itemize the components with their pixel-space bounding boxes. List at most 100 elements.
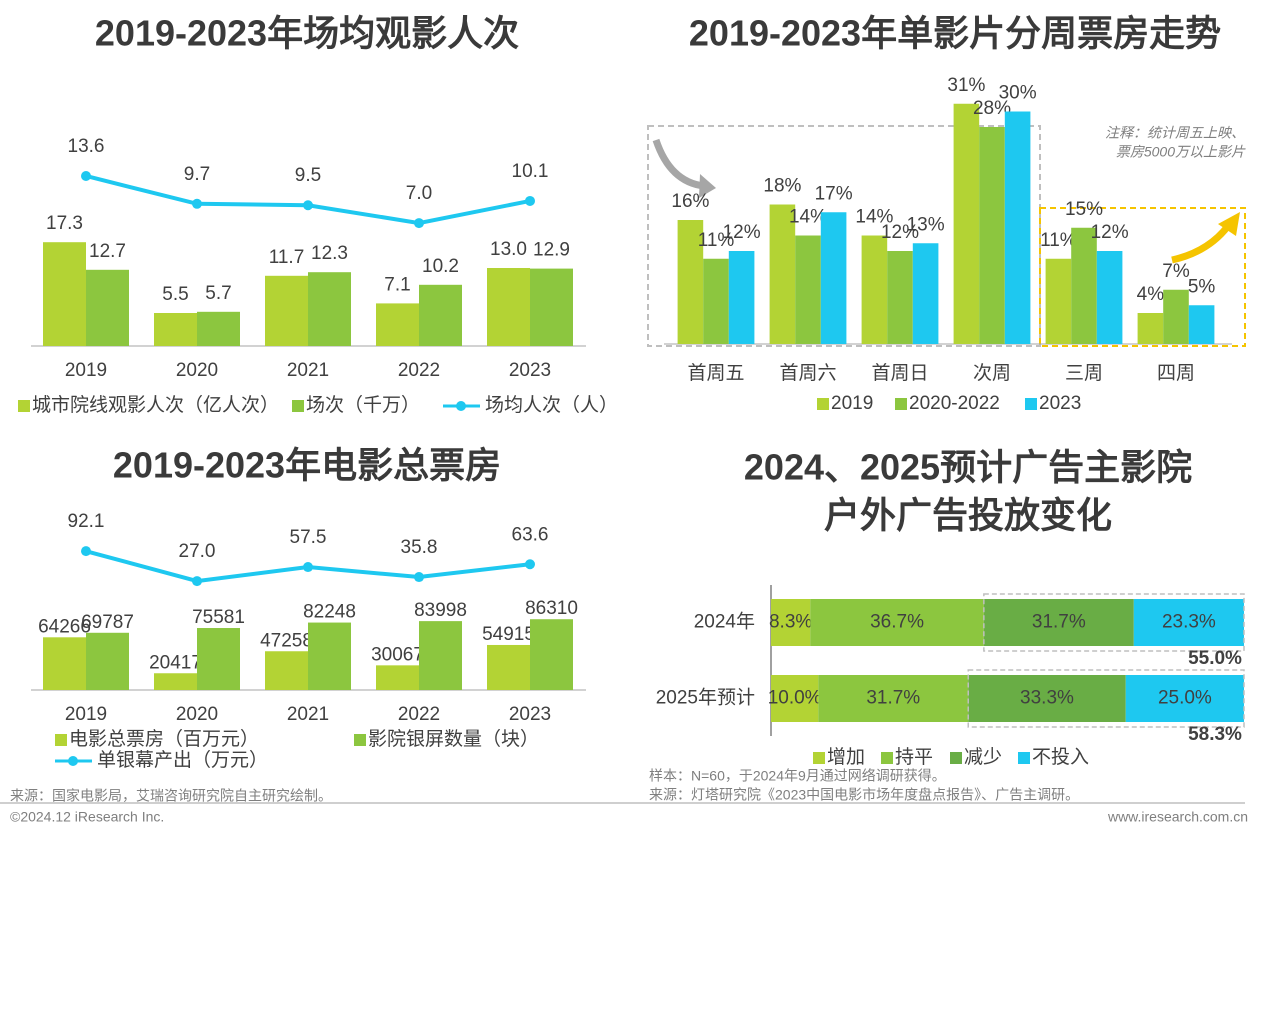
bar-segment <box>771 599 811 646</box>
bar <box>1045 258 1072 344</box>
value-label: 10.0% <box>768 688 822 709</box>
source: 来源：国家电影局，艾瑞咨询研究院自主研究绘制。 <box>10 788 332 804</box>
bar-segment <box>818 675 969 722</box>
value-label: 13.6 <box>68 136 105 157</box>
sum-label: 58.3% <box>1188 724 1242 745</box>
line-point <box>414 218 424 229</box>
category-label: 2020 <box>176 360 218 381</box>
bar <box>376 303 419 346</box>
arrow-head <box>1218 212 1240 236</box>
value-label: 64266 <box>38 616 91 637</box>
value-label: 54915 <box>482 624 535 645</box>
category-label: 2019 <box>65 704 107 725</box>
bar-segment <box>810 599 984 646</box>
bar <box>487 268 530 346</box>
category-label: 2023 <box>509 360 551 381</box>
category-label: 首周五 <box>687 362 744 384</box>
highlight-box <box>647 125 1041 347</box>
arrow <box>1171 223 1231 264</box>
chart-title: 2019-2023年场均观影人次 <box>95 13 519 54</box>
value-label: 7% <box>1162 261 1190 282</box>
line-point <box>192 198 202 209</box>
value-label: 18% <box>763 176 801 197</box>
bar <box>43 242 86 346</box>
category-label: 2019 <box>65 360 107 381</box>
bar <box>1071 227 1097 344</box>
value-label: 13.0 <box>490 239 527 260</box>
legend-label: 2023 <box>1039 393 1081 414</box>
value-label: 14% <box>855 207 893 228</box>
category-label: 首周六 <box>779 362 836 384</box>
bar <box>1188 305 1215 344</box>
category-label: 2023 <box>509 704 551 725</box>
bar-segment <box>771 675 819 722</box>
legend-label: 场次（千万） <box>306 394 420 416</box>
value-label: 5.5 <box>162 284 188 305</box>
value-label: 14% <box>789 207 827 228</box>
chart-title: 户外广告投放变化 <box>824 495 1112 536</box>
value-label: 25.0% <box>1158 688 1212 709</box>
legend-swatch <box>18 400 30 412</box>
bar <box>795 235 821 344</box>
category-label: 四周 <box>1157 363 1195 384</box>
value-label: 75581 <box>192 607 245 628</box>
line-point <box>414 572 424 583</box>
value-label: 4% <box>1137 284 1165 305</box>
bar <box>703 258 729 344</box>
value-label: 33.3% <box>1020 688 1074 709</box>
value-label: 10.2 <box>422 256 459 277</box>
value-label: 5.7 <box>205 283 231 304</box>
highlight-box <box>967 669 1245 728</box>
bar <box>419 284 462 346</box>
legend-label: 城市院线观影人次（亿人次） <box>32 394 279 416</box>
bar <box>1096 251 1123 344</box>
bar <box>530 619 573 690</box>
legend-swatch <box>1018 752 1030 764</box>
value-label: 69787 <box>81 612 134 633</box>
line-point <box>525 559 535 570</box>
value-label: 16% <box>671 191 709 212</box>
line-point <box>81 546 91 557</box>
value-label: 20417 <box>149 652 202 673</box>
legend-swatch <box>881 752 893 764</box>
chart-title: 2019-2023年单影片分周票房走势 <box>689 13 1221 54</box>
copyright: ©2024.12 iResearch Inc. <box>10 809 164 825</box>
value-label: 11.7 <box>269 247 305 268</box>
legend-label: 不投入 <box>1032 746 1089 768</box>
legend-label: 2019 <box>831 393 873 414</box>
legend-swatch <box>895 398 907 410</box>
value-label: 17% <box>815 183 853 204</box>
legend-label: 增加 <box>827 746 865 768</box>
line-point <box>192 576 202 587</box>
bar <box>1004 111 1031 344</box>
value-label: 36.7% <box>870 612 924 633</box>
category-label: 三周 <box>1065 363 1103 384</box>
bar <box>728 251 755 344</box>
legend-label: 场均人次（人） <box>485 394 618 416</box>
value-label: 30% <box>999 83 1037 104</box>
bar-segment <box>1133 599 1244 646</box>
value-label: 31% <box>947 75 985 96</box>
value-label: 82248 <box>303 602 356 623</box>
note: 来源：灯塔研究院《2023中国电影市场年度盘点报告》、广告主调研。 <box>649 787 1079 803</box>
bar <box>861 235 888 344</box>
legend-label: 电影总票房（百万元） <box>69 728 259 750</box>
value-label: 12% <box>1091 222 1129 243</box>
value-label: 10.1 <box>512 161 549 182</box>
legend-swatch <box>1025 398 1037 410</box>
value-label: 9.7 <box>184 164 210 185</box>
highlight-box <box>1039 207 1246 347</box>
bar-segment <box>968 675 1126 722</box>
value-label: 12.7 <box>89 241 126 262</box>
value-label: 30067 <box>371 644 424 665</box>
value-label: 92.1 <box>68 511 105 532</box>
bar <box>86 632 129 690</box>
category-label: 2022 <box>398 360 440 381</box>
arrow-head <box>699 174 716 198</box>
bar <box>979 127 1005 344</box>
legend-label: 持平 <box>895 746 933 768</box>
value-label: 5% <box>1188 276 1216 297</box>
bar <box>265 275 308 346</box>
value-label: 12% <box>881 222 919 243</box>
